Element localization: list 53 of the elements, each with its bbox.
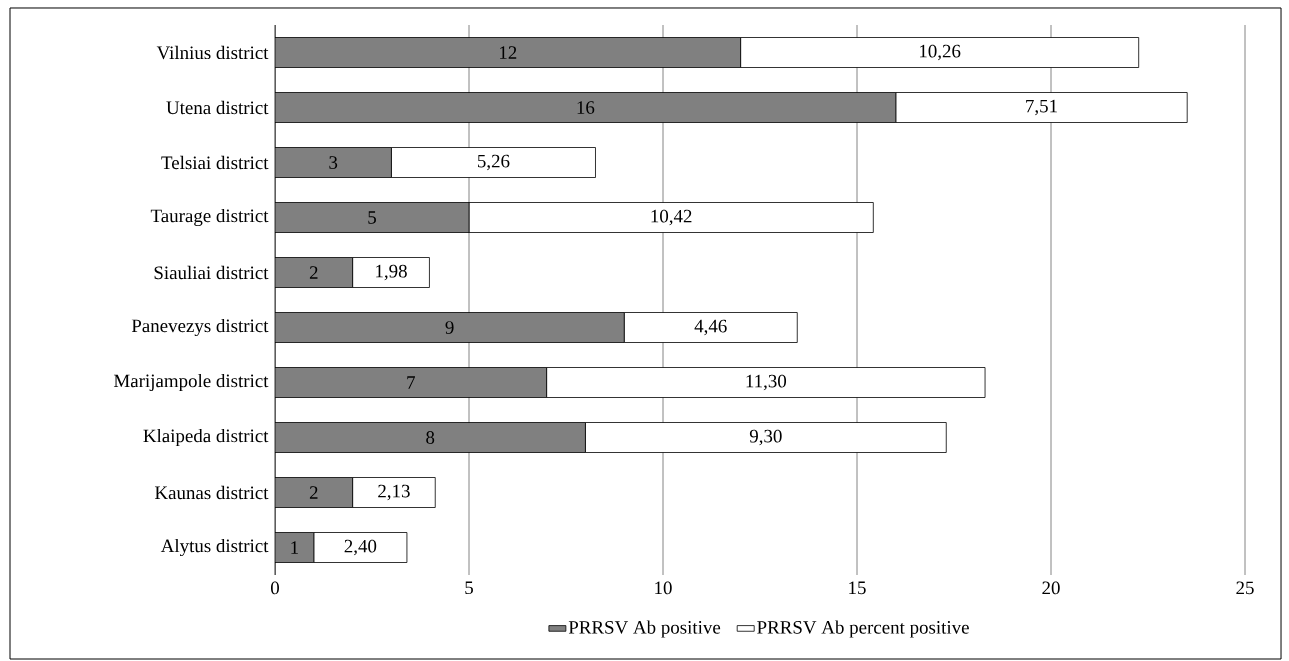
y-tick-label: Utena district xyxy=(166,100,269,115)
x-tick-label: 20 xyxy=(1042,581,1060,595)
data-label: 1 xyxy=(291,541,298,554)
bar xyxy=(352,257,430,288)
x-tick-label: 0 xyxy=(270,581,279,595)
data-label: 1,98 xyxy=(376,264,407,281)
y-tick-label: Kaunas district xyxy=(154,485,269,500)
bar xyxy=(352,477,436,508)
data-label: 11,30 xyxy=(746,374,787,391)
bar xyxy=(275,202,470,233)
bar xyxy=(275,257,353,288)
legend-label: PRRSV Ab percent positive xyxy=(757,620,969,638)
data-label: 2,40 xyxy=(344,539,377,556)
data-label: 7,51 xyxy=(1026,99,1057,116)
x-tick-label: 15 xyxy=(849,581,866,595)
bar xyxy=(623,312,798,343)
x-tick-label: 10 xyxy=(655,581,672,595)
data-label: 10,26 xyxy=(920,44,961,61)
x-tick-label: 5 xyxy=(465,581,473,595)
y-tick-label: Telsiai district xyxy=(161,155,269,170)
data-label: 5 xyxy=(368,211,376,224)
bar xyxy=(275,367,548,398)
bar xyxy=(275,477,353,508)
bar xyxy=(275,312,625,343)
data-label: 2,13 xyxy=(378,484,410,501)
y-tick-label: Taurage district xyxy=(150,208,269,227)
data-label: 8 xyxy=(426,431,435,444)
y-tick-label: Klaipeda district xyxy=(143,428,269,447)
bar xyxy=(275,92,897,123)
y-tick-label: Panevezys district xyxy=(131,318,269,337)
data-label: 12 xyxy=(500,46,517,59)
bar xyxy=(275,532,315,563)
data-label: 9,30 xyxy=(749,429,782,446)
data-label: 9 xyxy=(445,321,454,334)
bar xyxy=(468,202,874,233)
y-tick-label: Marijampole district xyxy=(113,373,269,392)
legend-label: PRRSV Ab positive xyxy=(568,620,721,638)
data-label: 3 xyxy=(329,156,338,169)
data-label: 4,46 xyxy=(694,319,727,336)
data-label: 16 xyxy=(577,101,595,114)
bar xyxy=(275,37,742,68)
data-label: 10,42 xyxy=(651,209,692,226)
x-tick-label: 25 xyxy=(1236,581,1254,595)
bar xyxy=(275,147,392,178)
bar xyxy=(391,147,596,178)
y-tick-label: Siauliai district xyxy=(154,265,269,280)
y-tick-label: Vilnius district xyxy=(156,45,269,60)
data-label: 5,26 xyxy=(477,154,510,171)
data-label: 7 xyxy=(407,376,415,389)
bar xyxy=(275,422,586,453)
data-label: 2 xyxy=(309,266,318,279)
data-label: 2 xyxy=(309,486,318,499)
y-tick-label: Alytus district xyxy=(160,538,269,557)
